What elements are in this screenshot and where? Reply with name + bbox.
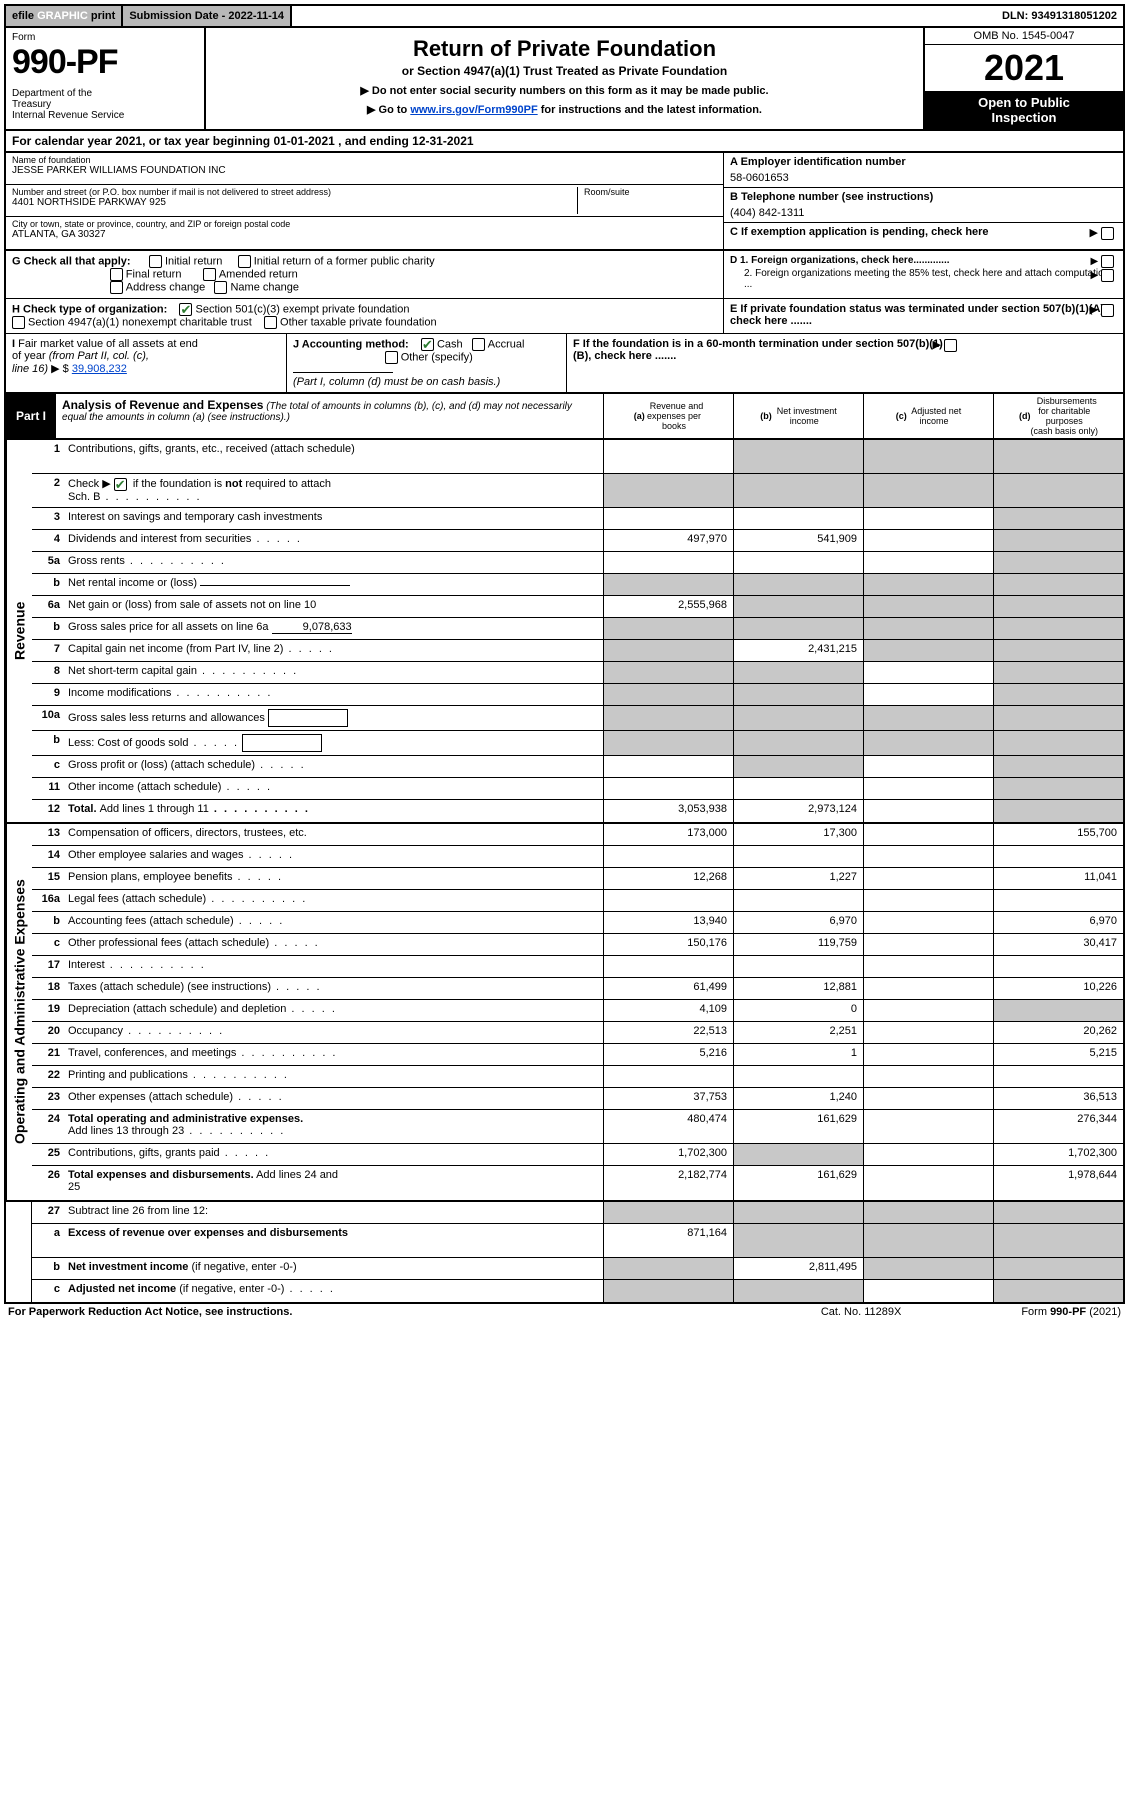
final-return-checkbox[interactable] [110, 268, 123, 281]
form-subtitle: or Section 4947(a)(1) Trust Treated as P… [212, 64, 917, 78]
page-footer: For Paperwork Reduction Act Notice, see … [4, 1304, 1125, 1320]
form-ref: Form 990-PF (2021) [1021, 1306, 1121, 1318]
expenses-section: Operating and Administrative Expenses 13… [4, 824, 1125, 1202]
expenses-tab: Operating and Administrative Expenses [6, 824, 32, 1200]
h-label: H Check type of organization: [12, 303, 167, 315]
form-number: 990-PF [12, 43, 198, 82]
col-d-header: (d) Disbursementsfor charitablepurposes(… [993, 394, 1123, 438]
other-taxable-checkbox[interactable] [264, 316, 277, 329]
paperwork-notice: For Paperwork Reduction Act Notice, see … [8, 1306, 292, 1318]
d1-label: D 1. Foreign organizations, check here..… [730, 255, 950, 266]
d2-label: 2. Foreign organizations meeting the 85%… [744, 268, 1109, 290]
department: Department of theTreasuryInternal Revenu… [12, 88, 198, 121]
revenue-tab: Revenue [6, 440, 32, 822]
foundation-name: JESSE PARKER WILLIAMS FOUNDATION INC [12, 165, 717, 176]
j-label: J Accounting method: [293, 338, 409, 350]
open-inspection: Open to PublicInspection [925, 91, 1123, 129]
amended-return-checkbox[interactable] [203, 268, 216, 281]
city-label: City or town, state or province, country… [12, 219, 717, 229]
other-method-checkbox[interactable] [385, 351, 398, 364]
phone-label: B Telephone number (see instructions) [730, 191, 1117, 203]
calendar-year: For calendar year 2021, or tax year begi… [4, 131, 1125, 153]
initial-return-checkbox[interactable] [149, 255, 162, 268]
address-change-checkbox[interactable] [110, 281, 123, 294]
f-checkbox[interactable] [944, 339, 957, 352]
form-note-2: ▶ Go to www.irs.gov/Form990PF for instru… [212, 103, 917, 116]
exemption-checkbox[interactable] [1101, 227, 1114, 240]
address-label: Number and street (or P.O. box number if… [12, 187, 577, 197]
h-section: H Check type of organization: Section 50… [4, 299, 1125, 334]
accrual-checkbox[interactable] [472, 338, 485, 351]
form-note-1: ▶ Do not enter social security numbers o… [212, 84, 917, 97]
efile-badge: efile GRAPHIC print [6, 6, 123, 26]
col-a-header: (a) Revenue andexpenses perbooks [603, 394, 733, 438]
j-note: (Part I, column (d) must be on cash basi… [293, 376, 500, 388]
f-label: F If the foundation is in a 60-month ter… [573, 338, 943, 362]
irs-link[interactable]: www.irs.gov/Form990PF [410, 104, 537, 116]
form-word: Form [12, 32, 198, 43]
g-label: G Check all that apply: [12, 255, 131, 267]
d2-checkbox[interactable] [1101, 269, 1114, 282]
omb-number: OMB No. 1545-0047 [925, 28, 1123, 45]
name-label: Name of foundation [12, 155, 717, 165]
top-bar: efile GRAPHIC print Submission Date - 20… [4, 4, 1125, 28]
ijf-section: I Fair market value of all assets at end… [4, 334, 1125, 394]
part1-label: Part I [6, 394, 56, 438]
dln: DLN: 93491318051202 [996, 6, 1123, 26]
initial-former-checkbox[interactable] [238, 255, 251, 268]
exemption-label: C If exemption application is pending, c… [730, 226, 989, 238]
e-checkbox[interactable] [1101, 304, 1114, 317]
form-title: Return of Private Foundation [212, 36, 917, 62]
g-section: G Check all that apply: Initial return I… [4, 251, 1125, 299]
col-c-header: (c) Adjusted netincome [863, 394, 993, 438]
schb-checkbox[interactable] [114, 478, 127, 491]
form-header: Form 990-PF Department of theTreasuryInt… [4, 28, 1125, 131]
ein-value: 58-0601653 [730, 172, 1117, 184]
cash-checkbox[interactable] [421, 338, 434, 351]
info-block: Name of foundation JESSE PARKER WILLIAMS… [4, 153, 1125, 251]
tax-year: 2021 [925, 45, 1123, 91]
name-change-checkbox[interactable] [214, 281, 227, 294]
e-label: E If private foundation status was termi… [730, 303, 1107, 327]
cat-no: Cat. No. 11289X [821, 1306, 902, 1318]
summary-section: 27Subtract line 26 from line 12: aExcess… [4, 1202, 1125, 1304]
phone-value: (404) 842-1311 [730, 207, 1117, 219]
d1-checkbox[interactable] [1101, 255, 1114, 268]
fmv-value[interactable]: 39,908,232 [72, 363, 127, 375]
revenue-section: Revenue 1Contributions, gifts, grants, e… [4, 440, 1125, 824]
ein-label: A Employer identification number [730, 156, 1117, 168]
city-value: ATLANTA, GA 30327 [12, 229, 717, 240]
address-value: 4401 NORTHSIDE PARKWAY 925 [12, 197, 577, 208]
4947-checkbox[interactable] [12, 316, 25, 329]
submission-date: Submission Date - 2022-11-14 [123, 6, 292, 26]
part1-title: Analysis of Revenue and Expenses [62, 398, 263, 412]
part1-header: Part I Analysis of Revenue and Expenses … [4, 394, 1125, 440]
501c3-checkbox[interactable] [179, 303, 192, 316]
col-b-header: (b) Net investmentincome [733, 394, 863, 438]
room-label: Room/suite [584, 187, 717, 197]
